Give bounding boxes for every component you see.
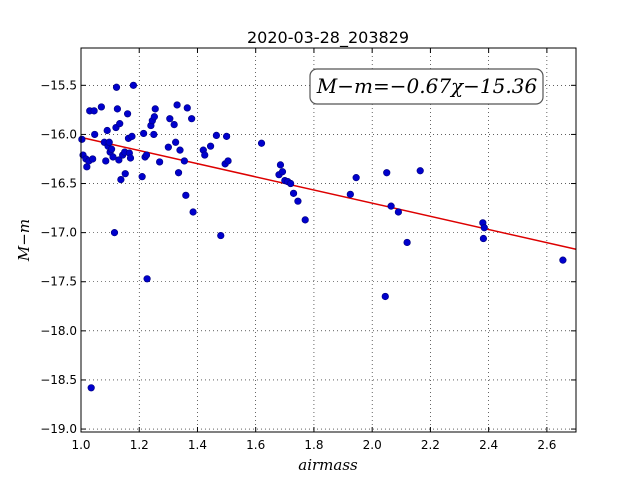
x-tick-label: 1.8 [304,438,323,452]
y-tick-label: −16.5 [40,177,77,191]
data-point [109,153,117,161]
data-point [164,143,172,151]
data-point [129,81,138,89]
data-point [117,176,125,184]
data-point [212,131,220,140]
data-point [189,208,197,216]
data-point [121,170,129,178]
data-point [126,154,135,162]
data-point [289,189,298,197]
y-tick-label: −18.5 [40,373,77,387]
data-point [176,146,184,154]
data-point [352,174,360,182]
data-point [105,138,113,146]
data-point [180,157,188,165]
data-point [142,151,151,159]
data-point [217,231,225,240]
data-point [287,179,295,188]
y-tick-labels: −15.5 −16.0 −16.5 −17.0 −17.5 −18.0 −18.5 −19.0 [40,78,77,436]
data-point [188,115,196,123]
data-point [102,157,110,165]
data-point [112,83,121,91]
data-point [257,139,266,147]
x-axis-label: airmass [298,456,358,474]
data-point [172,138,180,146]
fit-line [80,136,577,250]
y-tick-label: −18.0 [40,324,77,338]
data-point [222,132,231,140]
chart-title: 2020-03-28_203829 [247,28,409,48]
data-point [182,191,190,199]
data-point [278,168,287,176]
data-point [89,155,97,163]
x-tick-label: 2.0 [363,438,382,452]
x-tick-labels: 1.0 1.2 1.4 1.6 1.8 2.0 2.2 2.4 2.6 [71,438,556,452]
y-tick-label: −19.0 [40,422,77,436]
data-point [294,197,302,205]
y-tick-label: −17.0 [40,226,77,240]
x-tick-label: 2.2 [421,438,440,452]
data-point [116,120,124,128]
data-point [224,157,232,165]
data-point [90,107,98,115]
data-point [387,202,395,210]
data-point [346,190,354,198]
data-point [150,113,158,121]
y-tick-label: −16.0 [40,127,77,141]
data-point [201,151,209,159]
x-tick-label: 1.2 [130,438,149,452]
y-tick-label: −15.5 [40,78,77,92]
data-point [559,256,567,264]
data-point [87,384,95,392]
grid-lines [80,48,576,432]
data-point [383,169,391,177]
data-point [91,130,99,139]
data-point [151,105,159,113]
x-tick-label: 1.0 [71,438,90,452]
data-point [301,216,309,224]
data-point [170,121,178,129]
data-point [394,208,402,216]
x-tick-label: 2.4 [479,438,498,452]
data-point [174,169,183,177]
data-point [173,101,181,109]
fit-equation-box: M−m=−0.67χ−15.36 [309,68,544,105]
x-tick-label: 1.4 [188,438,207,452]
data-point [166,115,174,123]
y-tick-label: −17.5 [40,275,77,289]
x-tick-label: 1.6 [246,438,265,452]
data-point [128,132,136,140]
data-point [156,158,164,166]
fit-line-layer [80,136,577,250]
data-point [403,238,411,247]
plot-frame [80,47,577,433]
data-point [110,229,119,237]
data-point [97,103,105,111]
axis-ticks [80,48,576,432]
data-point [276,161,285,169]
data-point [479,234,488,243]
data-point [140,129,148,138]
data-point [480,224,488,232]
x-tick-label: 2.6 [537,438,556,452]
y-axis-label: M−m [15,219,33,262]
data-point [123,110,132,118]
data-point [115,156,123,164]
data-point [107,145,116,153]
plot-area [81,48,576,432]
data-point [103,126,111,135]
data-point [78,135,86,143]
fit-equation-text: M−m=−0.67χ−15.36 [316,74,538,98]
data-points [78,81,567,392]
data-point [113,105,121,113]
data-point [381,292,389,301]
data-point [143,275,151,283]
data-point [150,130,158,139]
data-point [138,173,146,181]
data-point [206,142,215,150]
data-point [416,167,424,175]
data-point [183,104,191,112]
